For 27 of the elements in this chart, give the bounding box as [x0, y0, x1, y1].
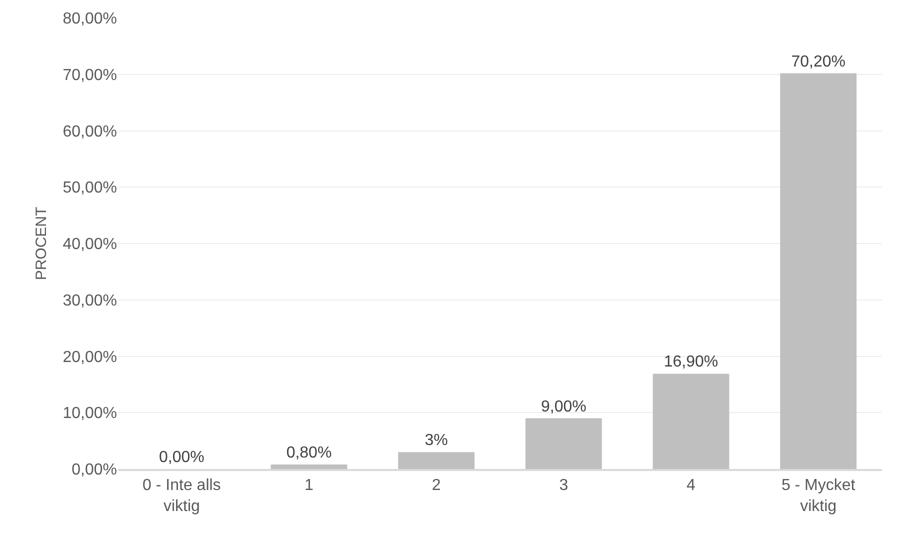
bar: [270, 464, 348, 469]
data-label: 16,90%: [664, 354, 718, 371]
bar: [525, 418, 602, 469]
x-tick-label: 5 - Mycket viktig: [781, 477, 856, 515]
y-tick-label: 0,00%: [72, 462, 117, 479]
data-label: 9,00%: [540, 398, 586, 416]
data-label: 0,00%: [158, 449, 204, 466]
bar: [398, 452, 475, 469]
y-tick-label: 30,00%: [62, 292, 117, 310]
bar: [652, 374, 730, 469]
y-tick-label: 20,00%: [62, 348, 117, 366]
x-tick-label: 4: [686, 477, 696, 494]
data-label: 3%: [424, 432, 448, 450]
y-axis-title: PROCENT: [32, 206, 50, 280]
data-label: 0,80%: [286, 444, 332, 462]
y-tick-label: 70,00%: [62, 66, 117, 84]
y-tick-label: 50,00%: [62, 180, 117, 197]
bar: [780, 73, 857, 469]
x-tick-label: 2: [432, 477, 441, 494]
y-tick-label: 10,00%: [62, 405, 117, 422]
y-tick-label: 60,00%: [62, 123, 117, 140]
x-tick-label: 0 - Inte alls viktig: [142, 477, 221, 515]
data-label: 70,20%: [791, 53, 846, 70]
x-tick-label: 1: [304, 477, 314, 494]
x-tick-label: 3: [559, 477, 568, 494]
y-tick-label: 40,00%: [62, 236, 117, 254]
y-tick-label: 80,00%: [62, 10, 117, 28]
